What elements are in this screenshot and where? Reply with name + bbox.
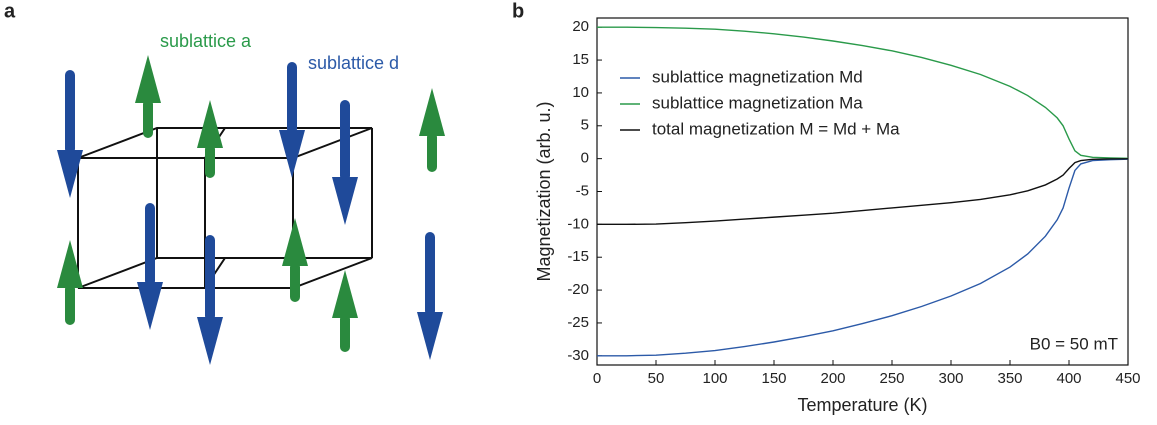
lattice-top: [77, 127, 373, 159]
y-tick-label: 10: [572, 84, 589, 101]
spin-head: [57, 150, 83, 198]
annotation: B0 = 50 mT: [1030, 334, 1118, 353]
legend-label: sublattice magnetization Md: [652, 67, 863, 86]
legend-label: sublattice magnetization Ma: [652, 93, 863, 112]
spin-up: [197, 100, 223, 178]
spin-head: [279, 130, 305, 178]
y-tick-label: 15: [572, 51, 589, 68]
spin-head: [135, 55, 161, 103]
spin-shaft: [143, 99, 153, 138]
spin-up: [419, 88, 445, 172]
spin-down: [279, 62, 305, 178]
spin-shaft: [65, 70, 75, 154]
spin-down: [332, 100, 358, 225]
spin-head: [419, 88, 445, 136]
legend-label: total magnetization M = Md + Ma: [652, 119, 900, 138]
spin-head: [332, 177, 358, 225]
x-tick-label: 200: [820, 370, 845, 387]
x-tick-label: 450: [1115, 370, 1140, 387]
x-tick-label: 100: [702, 370, 727, 387]
lattice: [77, 127, 373, 289]
spin-down: [137, 203, 163, 330]
spin-head: [197, 317, 223, 365]
spin-head: [282, 218, 308, 266]
y-tick-label: -10: [567, 215, 589, 232]
spin-shaft: [145, 203, 155, 286]
x-axis-label: Temperature (K): [797, 395, 927, 415]
spin-up: [282, 218, 308, 302]
spin-up: [332, 270, 358, 352]
x-tick-label: 150: [761, 370, 786, 387]
chart: 0 50 100 150 200 250 300 350 400 45020151050-5-10…: [534, 17, 1141, 415]
y-tick-label: -20: [567, 281, 589, 298]
y-tick-label: -5: [576, 182, 589, 199]
spin-down: [197, 235, 223, 365]
spin-head: [197, 100, 223, 148]
panel-label: a: [4, 0, 16, 22]
y-tick-label: -30: [567, 347, 589, 364]
series-line: [597, 158, 1129, 357]
y-tick-label: -15: [567, 248, 589, 265]
y-tick-label: 20: [572, 18, 589, 35]
spins: [57, 55, 445, 365]
spin-head: [417, 312, 443, 360]
panel-label: b: [512, 0, 524, 22]
spin-shaft: [340, 100, 350, 181]
lattice-bottom: [77, 257, 373, 289]
annotation: sublattice a: [160, 31, 252, 51]
x-tick-label: 350: [997, 370, 1022, 387]
series-line: [597, 26, 1129, 160]
spin-shaft: [290, 262, 300, 302]
annotation: sublattice d: [308, 53, 399, 73]
spin-up: [57, 240, 83, 325]
spin-shaft: [287, 62, 297, 134]
y-tick-label: 0: [581, 150, 589, 167]
x-tick-label: 250: [879, 370, 904, 387]
spin-down: [417, 232, 443, 360]
spin-head: [137, 282, 163, 330]
spin-shaft: [205, 144, 215, 178]
x-tick-label: 0: [593, 370, 601, 387]
spin-shaft: [205, 235, 215, 321]
spin-down: [57, 70, 83, 198]
y-axis-label: Magnetization (arb. u.): [534, 101, 554, 281]
y-tick-label: -25: [567, 314, 589, 331]
x-tick-label: 400: [1056, 370, 1081, 387]
spin-shaft: [340, 314, 350, 352]
spin-up: [135, 55, 161, 138]
spin-shaft: [425, 232, 435, 316]
spin-shaft: [65, 284, 75, 325]
x-tick-label: 50: [648, 370, 665, 387]
series-line: [597, 158, 1129, 226]
y-tick-label: 5: [581, 117, 589, 134]
x-tick-label: 300: [938, 370, 963, 387]
spin-shaft: [427, 132, 437, 172]
spin-head: [332, 270, 358, 318]
spin-head: [57, 240, 83, 288]
